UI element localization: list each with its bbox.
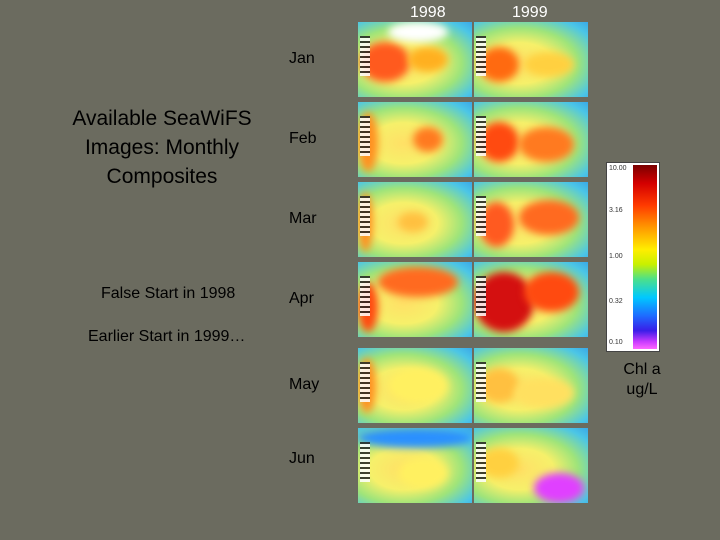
chlorophyll-patch [519,200,579,235]
satellite-image-tile [474,262,588,337]
false-start-note: False Start in 1998 [101,285,236,302]
chlorophyll-patch [358,428,472,448]
chlorophyll-patch [388,368,448,403]
coastline-mask [476,116,486,156]
coastline-mask [360,442,370,482]
chlorophyll-patch [398,458,448,488]
chlorophyll-patch [534,473,584,503]
satellite-image-tile [358,102,472,177]
month-label-feb: Feb [289,130,317,147]
coastline-mask [476,36,486,76]
month-label-jan: Jan [289,50,315,67]
coastline-mask [360,116,370,156]
chlorophyll-patch [388,22,448,42]
chlorophyll-patch [524,52,574,77]
colorbar-tick: 10.00 [609,165,627,172]
coastline-mask [476,196,486,236]
coastline-mask [360,196,370,236]
colorbar-unit-line2: ug/L [626,381,658,398]
coastline-mask [360,36,370,76]
satellite-image-tile [474,22,588,97]
month-label-apr: Apr [289,290,314,307]
chlorophyll-patch [514,378,574,408]
chlorophyll-patch [398,212,428,232]
colorbar-unit-label: Chl a ug/L [612,360,672,400]
page-title: Available SeaWiFS Images: Monthly Compos… [72,107,252,188]
colorbar-tick: 0.10 [609,339,623,346]
satellite-image-tile [358,262,472,337]
satellite-image-tile [358,428,472,503]
coastline-mask [360,276,370,316]
satellite-image-tile [358,182,472,257]
colorbar-unit-line1: Chl a [623,361,661,378]
satellite-image-tile [358,22,472,97]
month-label-may: May [289,376,320,393]
colorbar-tick: 3.16 [609,207,623,214]
coastline-mask [360,362,370,402]
column-header-1999: 1999 [512,4,548,21]
satellite-image-tile [474,348,588,423]
chlorophyll-patch [413,127,443,152]
chlorophyll-patch [519,127,574,162]
coastline-mask [476,362,486,402]
chlorophyll-patch [408,47,448,72]
satellite-image-tile [474,428,588,503]
satellite-image-tile [474,102,588,177]
column-header-1998: 1998 [410,4,446,21]
chlorophyll-patch [524,272,579,312]
earlier-start-note: Earlier Start in 1999… [88,328,246,345]
colorbar-gradient [633,165,657,349]
colorbar-tick: 0.32 [609,298,623,305]
colorbar-tick: 1.00 [609,253,623,260]
colorbar: 10.00 3.16 1.00 0.32 0.10 [606,162,660,352]
coastline-mask [476,442,486,482]
chlorophyll-patch [378,267,458,297]
satellite-image-tile [358,348,472,423]
satellite-image-tile [474,182,588,257]
coastline-mask [476,276,486,316]
month-label-jun: Jun [289,450,315,467]
month-label-mar: Mar [289,210,317,227]
